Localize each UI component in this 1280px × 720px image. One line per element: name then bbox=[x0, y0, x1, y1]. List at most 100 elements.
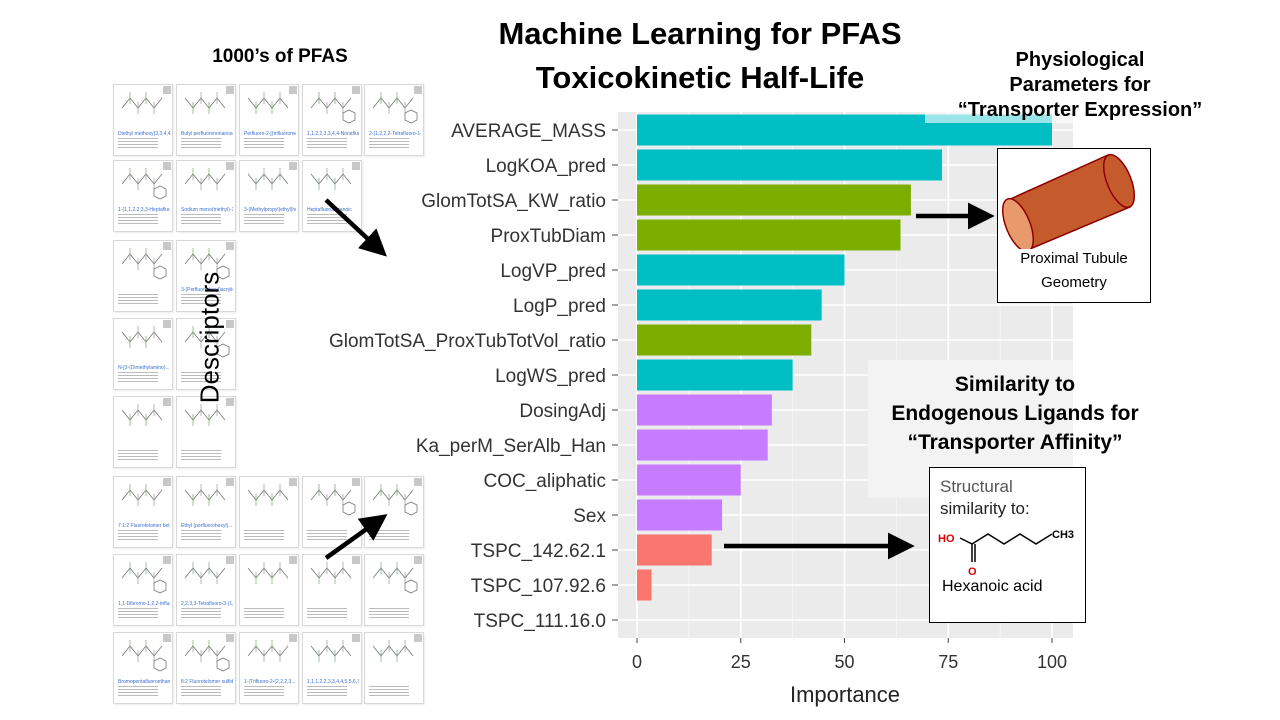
similarity-heading: Similarity to Endogenous Ligands for “Tr… bbox=[870, 370, 1160, 457]
tile-compound-name: 2-(1,2,2,2-Tetrafluoro-1-... bbox=[369, 131, 421, 137]
physiological-line-3: “Transporter Expression” bbox=[925, 98, 1235, 123]
tile-corner-icon bbox=[163, 86, 171, 94]
tile-metadata bbox=[307, 530, 347, 542]
pfas-structure-tile: 1,1-Dibromo-1,2,2-trifluor... bbox=[113, 554, 173, 626]
x-tick-label: 75 bbox=[938, 652, 958, 672]
structural-similarity-label: Structural similarity to: bbox=[940, 476, 1030, 520]
structural-line-1: Structural bbox=[940, 477, 1013, 496]
pfas-structure-tile: Heptafluorobutanoic bbox=[302, 160, 362, 232]
pfas-structure-tile: 1-(Trifluoro-2-(2,2,2,3... bbox=[239, 632, 299, 704]
molecule-sketch-icon bbox=[310, 640, 352, 662]
bar-LogVP_pred bbox=[637, 254, 845, 286]
tile-metadata bbox=[118, 450, 158, 462]
category-label: TSPC_142.62.1 bbox=[471, 541, 606, 562]
x-axis-label: Importance bbox=[790, 682, 900, 707]
pfas-structure-tile bbox=[239, 476, 299, 548]
tile-corner-icon bbox=[226, 162, 234, 170]
atom-o: O bbox=[968, 566, 977, 578]
similarity-line-1: Similarity to bbox=[954, 373, 1076, 396]
tile-metadata bbox=[369, 608, 409, 620]
tile-metadata bbox=[181, 294, 221, 306]
pfas-structure-tile bbox=[113, 396, 173, 468]
cylinder-icon bbox=[1001, 153, 1136, 249]
pfas-structure-tile: 2-(1,2,2,2-Tetrafluoro-1-... bbox=[364, 84, 424, 156]
bar-TSPC_142.62.1 bbox=[637, 534, 712, 566]
tile-corner-icon bbox=[163, 556, 171, 564]
tile-corner-icon bbox=[163, 320, 171, 328]
tile-metadata bbox=[118, 530, 158, 542]
atom-ch3: CH3 bbox=[1052, 529, 1074, 541]
tile-metadata bbox=[244, 608, 284, 620]
molecule-sketch-icon bbox=[372, 92, 418, 124]
molecule-sketch-icon bbox=[247, 640, 289, 662]
tubule-label-line-2: Geometry bbox=[1041, 274, 1107, 291]
tile-corner-icon bbox=[226, 398, 234, 406]
molecule-sketch-icon bbox=[121, 562, 167, 594]
category-label: TSPC_111.16.0 bbox=[474, 611, 606, 632]
tile-corner-icon bbox=[226, 320, 234, 328]
molecule-sketch-icon bbox=[121, 404, 163, 426]
structural-similarity-box: Structural similarity to: HO O CH3 Hexan… bbox=[929, 467, 1086, 623]
tile-compound-name: 1,1,1,2,2,3,3,4,4,5,5,6,7... bbox=[307, 679, 359, 685]
structural-line-2: similarity to: bbox=[940, 499, 1030, 518]
tile-corner-icon bbox=[352, 634, 360, 642]
tile-corner-icon bbox=[414, 556, 422, 564]
molecule-sketch-icon bbox=[121, 248, 167, 280]
tile-corner-icon bbox=[163, 242, 171, 250]
physiological-line-2: Parameters for bbox=[1009, 74, 1151, 96]
tile-corner-icon bbox=[289, 86, 297, 94]
molecule-sketch-icon bbox=[372, 484, 418, 516]
molecule-sketch-icon bbox=[184, 326, 230, 358]
pfas-structure-tile: Perfluoro-2-[(trifluorometh... bbox=[239, 84, 299, 156]
molecule-sketch-icon bbox=[184, 562, 226, 584]
bar-ProxTubDiam bbox=[637, 219, 901, 251]
molecule-sketch-icon bbox=[372, 562, 418, 594]
pfas-structure-tile bbox=[239, 554, 299, 626]
tile-compound-name: Diethyl methoxy(3,3,4,4,5... bbox=[118, 131, 170, 137]
arrow-tiles-lower bbox=[324, 514, 388, 560]
pfas-structure-tile: 1,1,2,2,3,3,4,4-Nonafluoro... bbox=[302, 84, 362, 156]
tile-metadata bbox=[307, 686, 347, 698]
x-tick-label: 25 bbox=[731, 652, 751, 672]
molecule-sketch-icon bbox=[121, 326, 163, 348]
molecule-name: Hexanoic acid bbox=[942, 578, 1043, 595]
x-tick-label: 0 bbox=[632, 652, 642, 672]
title-line-1: Machine Learning for PFAS bbox=[498, 16, 902, 51]
category-label: COC_aliphatic bbox=[484, 471, 607, 492]
tile-metadata bbox=[181, 686, 221, 698]
bar-LogWS_pred bbox=[637, 359, 793, 391]
atom-ho: HO bbox=[938, 533, 955, 545]
pfas-structure-tile: Bromopentafluoroethane bbox=[113, 632, 173, 704]
tile-compound-name: 2,2,3,3-Tetrafluoro-3-(1,1... bbox=[181, 601, 233, 607]
pfas-structure-tile bbox=[176, 396, 236, 468]
tile-corner-icon bbox=[226, 242, 234, 250]
hexanoic-acid-structure: HO O CH3 bbox=[938, 529, 1074, 578]
tile-metadata bbox=[307, 138, 347, 150]
pfas-structure-tile: Sodium mono(triethyl)-3-p... bbox=[176, 160, 236, 232]
tile-metadata bbox=[181, 608, 221, 620]
bar-GlomTotSA_KW_ratio bbox=[637, 184, 911, 216]
category-label: LogKOA_pred bbox=[486, 156, 606, 177]
tile-compound-name: 1,1,2,2,3,3,4,4-Nonafluoro... bbox=[307, 131, 359, 137]
molecule-sketch-icon bbox=[372, 640, 414, 662]
pfas-structure-tile: 3-(Perfluorodecyl)acrylic... bbox=[176, 240, 236, 312]
category-label: GlomTotSA_KW_ratio bbox=[421, 191, 606, 212]
bar-Ka_perM_SerAlb_Han bbox=[637, 429, 768, 461]
molecule-sketch-icon bbox=[121, 168, 167, 200]
molecule-sketch-icon bbox=[310, 484, 356, 516]
similarity-line-3: “Transporter Affinity” bbox=[907, 431, 1123, 454]
tile-compound-name: 8:2 Fluorotelomer sulfide... bbox=[181, 679, 233, 685]
category-label: AVERAGE_MASS bbox=[451, 121, 606, 142]
tile-compound-name: Heptafluorobutanoic bbox=[307, 207, 352, 213]
x-tick-label: 100 bbox=[1037, 652, 1067, 672]
physiological-line-1: Physiological bbox=[1015, 49, 1145, 71]
tile-metadata bbox=[118, 372, 158, 384]
tile-corner-icon bbox=[163, 634, 171, 642]
bar-LogP_pred bbox=[637, 289, 822, 321]
tile-metadata bbox=[118, 686, 158, 698]
pfas-structure-tile: Butyl perfluorononanoate bbox=[176, 84, 236, 156]
molecule-sketch-icon bbox=[184, 404, 226, 426]
category-label: LogVP_pred bbox=[500, 261, 606, 282]
molecule-sketch-icon bbox=[121, 92, 163, 114]
x-tick-label: 50 bbox=[834, 652, 854, 672]
